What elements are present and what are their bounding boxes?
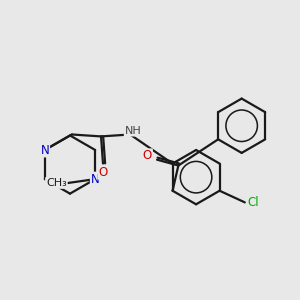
Text: O: O bbox=[143, 149, 152, 162]
Text: O: O bbox=[98, 166, 108, 179]
Text: Cl: Cl bbox=[248, 196, 260, 209]
Text: N: N bbox=[40, 143, 49, 157]
Text: NH: NH bbox=[125, 126, 141, 136]
Text: CH₃: CH₃ bbox=[46, 178, 67, 188]
Text: N: N bbox=[91, 172, 100, 186]
